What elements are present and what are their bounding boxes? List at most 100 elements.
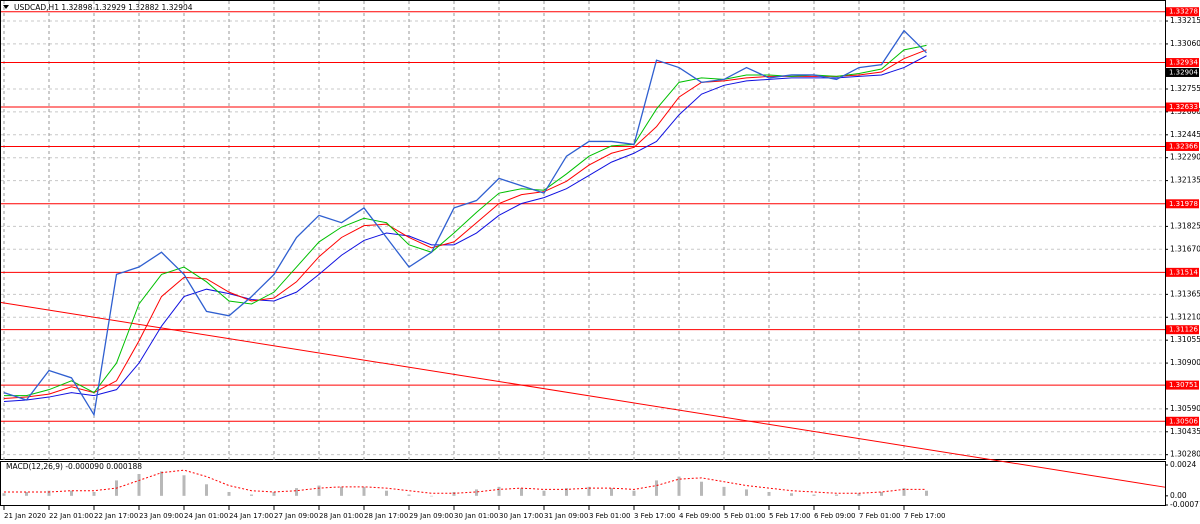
macd-bar xyxy=(475,489,478,496)
x-tick-label: 5 Feb 01:00 xyxy=(724,512,765,520)
macd-bar xyxy=(362,486,366,496)
y-tick-label: 1.32135 xyxy=(1170,176,1200,185)
level-label-box xyxy=(1166,199,1199,209)
y-tick-label: 1.32290 xyxy=(1170,153,1200,162)
x-tick-label: 3 Feb 17:00 xyxy=(634,512,675,520)
macd-bar xyxy=(880,491,883,496)
macd-bar xyxy=(902,488,906,496)
macd-bar xyxy=(452,491,456,496)
y-tick-label: 1.30435 xyxy=(1170,427,1200,436)
macd-bar xyxy=(790,493,793,496)
x-tick-label: 4 Feb 09:00 xyxy=(679,512,720,520)
macd-signal xyxy=(4,469,927,494)
macd-bar xyxy=(340,486,343,496)
macd-bar xyxy=(812,494,816,496)
trend-line xyxy=(0,302,1166,488)
y-tick-label: -0.000713 xyxy=(1170,500,1200,509)
macd-bar xyxy=(70,490,73,496)
price-line xyxy=(3,29,927,417)
level-label: 1.30751 xyxy=(1169,381,1198,389)
y-tick-label: 1.32755 xyxy=(1170,84,1200,93)
macd-bar xyxy=(857,493,861,496)
x-tick-label: 3 Feb 01:00 xyxy=(589,512,630,520)
macd-bar xyxy=(160,471,163,496)
macd-bar xyxy=(227,491,231,496)
current-price-label: 1.32904 xyxy=(1169,68,1198,76)
macd-title: MACD(12,26,9) -0.000090 0.000188 xyxy=(6,462,142,471)
chart-title: USDCAD,H1 1.32898 1.32929 1.32882 1.3290… xyxy=(14,3,193,12)
x-tick-label: 31 Jan 09:00 xyxy=(544,512,588,520)
y-tick-label: 0.0024 xyxy=(1170,460,1196,469)
y-tick-label: 1.33060 xyxy=(1170,39,1200,48)
main-frame xyxy=(0,0,1166,460)
macd-bar xyxy=(745,489,748,496)
x-tick-label: 24 Jan 01:00 xyxy=(184,512,228,520)
y-tick-label: 1.31365 xyxy=(1170,289,1200,298)
level-label: 1.31126 xyxy=(1169,326,1198,334)
macd-bar xyxy=(497,486,501,496)
macd-bar xyxy=(25,491,28,496)
macd-bar xyxy=(925,490,928,496)
macd-bar xyxy=(655,480,658,496)
macd-bar xyxy=(700,481,703,496)
macd-bar xyxy=(677,476,681,496)
level-label-box xyxy=(1166,141,1199,151)
macd-frame xyxy=(0,461,1166,506)
x-tick-label: 6 Feb 09:00 xyxy=(814,512,855,520)
macd-bar xyxy=(722,486,726,496)
moving-average xyxy=(3,55,927,402)
y-tick-label: 1.31825 xyxy=(1170,221,1200,230)
level-label-box xyxy=(1166,7,1199,17)
level-label-box xyxy=(1166,267,1199,277)
x-tick-label: 28 Jan 17:00 xyxy=(364,512,408,520)
macd-bar xyxy=(92,491,96,496)
x-tick-label: 29 Jan 09:00 xyxy=(409,512,453,520)
macd-bar xyxy=(182,475,186,496)
moving-average xyxy=(3,49,927,400)
x-tick-label: 22 Jan 01:00 xyxy=(49,512,93,520)
macd-bar xyxy=(272,491,276,496)
y-tick-label: 1.30900 xyxy=(1170,358,1200,367)
x-tick-label: 24 Jan 17:00 xyxy=(229,512,273,520)
x-tick-label: 7 Feb 17:00 xyxy=(904,512,945,520)
macd-bar xyxy=(430,495,433,497)
macd-bar xyxy=(587,486,591,496)
level-label: 1.31978 xyxy=(1169,200,1198,208)
macd-bar xyxy=(205,484,208,496)
moving-average xyxy=(4,44,927,397)
level-label-box xyxy=(1166,416,1199,426)
macd-bar xyxy=(250,494,253,496)
macd-bar xyxy=(520,488,523,496)
y-tick-label: 1.31670 xyxy=(1170,244,1200,253)
macd-bar xyxy=(542,490,546,496)
macd-bar xyxy=(610,488,613,496)
x-tick-label: 27 Jan 09:00 xyxy=(274,512,318,520)
macd-bar xyxy=(385,490,388,496)
macd-bar xyxy=(47,490,51,496)
level-label-box xyxy=(1166,102,1199,112)
x-tick-label: 30 Jan 01:00 xyxy=(454,512,498,520)
y-tick-label: 1.31055 xyxy=(1170,335,1200,344)
macd-bar xyxy=(767,491,771,496)
macd-bar xyxy=(137,473,141,496)
x-tick-label: 28 Jan 01:00 xyxy=(319,512,363,520)
level-label-box xyxy=(1166,58,1199,68)
y-tick-label: 1.32445 xyxy=(1170,130,1200,139)
level-label-box xyxy=(1166,325,1199,335)
x-tick-label: 30 Jan 17:00 xyxy=(499,512,543,520)
x-tick-label: 21 Jan 2020 xyxy=(4,512,46,520)
menu-arrow xyxy=(3,5,9,9)
macd-bar xyxy=(632,490,636,496)
y-tick-label: 0.00 xyxy=(1170,491,1187,500)
level-label: 1.32633 xyxy=(1169,103,1198,111)
macd-bar xyxy=(565,488,568,496)
level-label: 1.33278 xyxy=(1169,8,1198,16)
y-tick-label: 1.30280 xyxy=(1170,450,1200,459)
y-tick-label: 1.33215 xyxy=(1170,16,1200,25)
macd-bar xyxy=(407,494,411,496)
macd-bar xyxy=(317,485,321,496)
x-tick-label: 23 Jan 09:00 xyxy=(139,512,183,520)
x-tick-label: 22 Jan 17:00 xyxy=(94,512,138,520)
